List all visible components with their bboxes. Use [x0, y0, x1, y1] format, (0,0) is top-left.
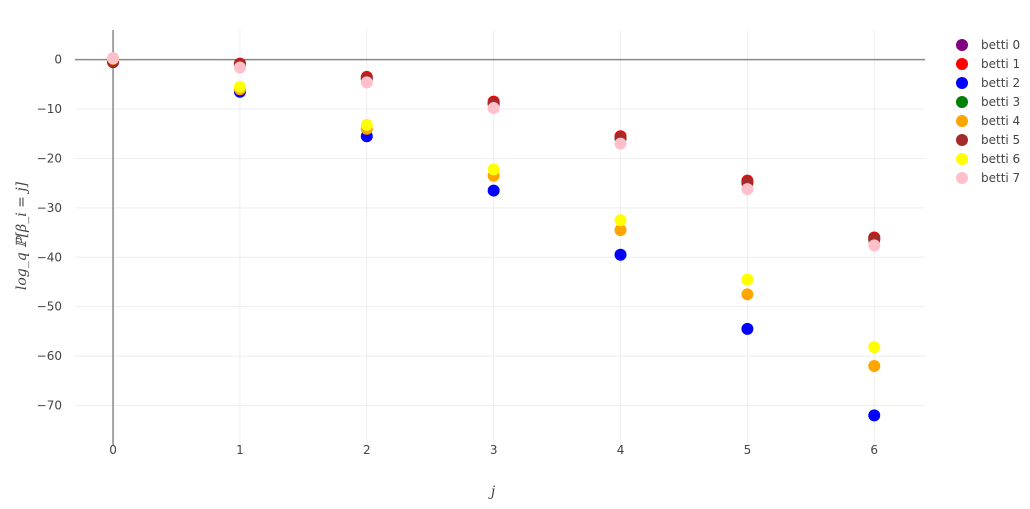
y-tick-label: −60 [37, 349, 62, 363]
data-point[interactable] [487, 163, 500, 176]
legend-marker [956, 172, 968, 184]
series-betti-7 [107, 52, 881, 252]
legend-label: betti 0 [981, 38, 1020, 52]
data-point[interactable] [868, 239, 881, 252]
legend-item[interactable]: betti 4 [956, 114, 1020, 128]
legend-item[interactable]: betti 6 [956, 152, 1020, 166]
data-point[interactable] [107, 52, 120, 65]
data-point[interactable] [360, 76, 373, 89]
data-points [107, 52, 881, 422]
legend-label: betti 5 [981, 133, 1020, 147]
legend-item[interactable]: betti 7 [956, 171, 1020, 185]
data-point[interactable] [487, 184, 500, 197]
legend-item[interactable]: betti 2 [956, 76, 1020, 90]
axes [75, 30, 925, 445]
data-point[interactable] [614, 248, 627, 261]
x-tick-label: 1 [236, 443, 244, 457]
x-axis-title: j [488, 484, 496, 500]
legend-label: betti 6 [981, 152, 1020, 166]
x-tick-label: 5 [744, 443, 752, 457]
y-axis-title: log_q ℙ[β_i = j] [14, 181, 30, 290]
legend[interactable]: betti 0 betti 1 betti 2 betti 3 betti 4 betti… [956, 38, 1020, 185]
data-point[interactable] [614, 137, 627, 150]
y-tick-label: −40 [37, 250, 62, 264]
x-tick-label: 3 [490, 443, 498, 457]
tick-labels: 0 1 2 3 4 5 6 0 −10 −20 −30 −40 −50 −60 −70 [37, 53, 878, 457]
legend-label: betti 2 [981, 76, 1020, 90]
legend-marker [956, 58, 968, 70]
legend-label: betti 7 [981, 171, 1020, 185]
y-tick-label: −10 [37, 102, 62, 116]
y-tick-label: −20 [37, 151, 62, 165]
data-point[interactable] [741, 288, 754, 301]
legend-item[interactable]: betti 5 [956, 133, 1020, 147]
x-tick-label: 2 [363, 443, 371, 457]
x-tick-label: 6 [870, 443, 878, 457]
y-tick-label: −70 [37, 398, 62, 412]
legend-label: betti 4 [981, 114, 1020, 128]
data-point[interactable] [868, 409, 881, 422]
x-tick-label: 0 [109, 443, 117, 457]
data-point[interactable] [233, 61, 246, 74]
y-tick-label: −50 [37, 300, 62, 314]
data-point[interactable] [614, 214, 627, 227]
legend-label: betti 3 [981, 95, 1020, 109]
legend-marker [956, 134, 968, 146]
data-point[interactable] [487, 102, 500, 115]
data-point[interactable] [741, 183, 754, 196]
gridlines [75, 30, 925, 445]
legend-label: betti 1 [981, 57, 1020, 71]
legend-item[interactable]: betti 1 [956, 57, 1020, 71]
y-tick-label: 0 [54, 53, 62, 67]
x-tick-label: 4 [617, 443, 625, 457]
data-point[interactable] [614, 224, 627, 237]
legend-item[interactable]: betti 0 [956, 38, 1020, 52]
legend-marker [956, 115, 968, 127]
data-point[interactable] [868, 341, 881, 354]
legend-marker [956, 96, 968, 108]
data-point[interactable] [868, 359, 881, 372]
data-point[interactable] [741, 273, 754, 286]
legend-marker [956, 77, 968, 89]
y-tick-label: −30 [37, 201, 62, 215]
series-betti-6 [107, 52, 881, 354]
legend-marker [956, 39, 968, 51]
data-point[interactable] [741, 322, 754, 335]
legend-marker [956, 153, 968, 165]
data-point[interactable] [360, 118, 373, 131]
data-point[interactable] [233, 80, 246, 93]
legend-item[interactable]: betti 3 [956, 95, 1020, 109]
